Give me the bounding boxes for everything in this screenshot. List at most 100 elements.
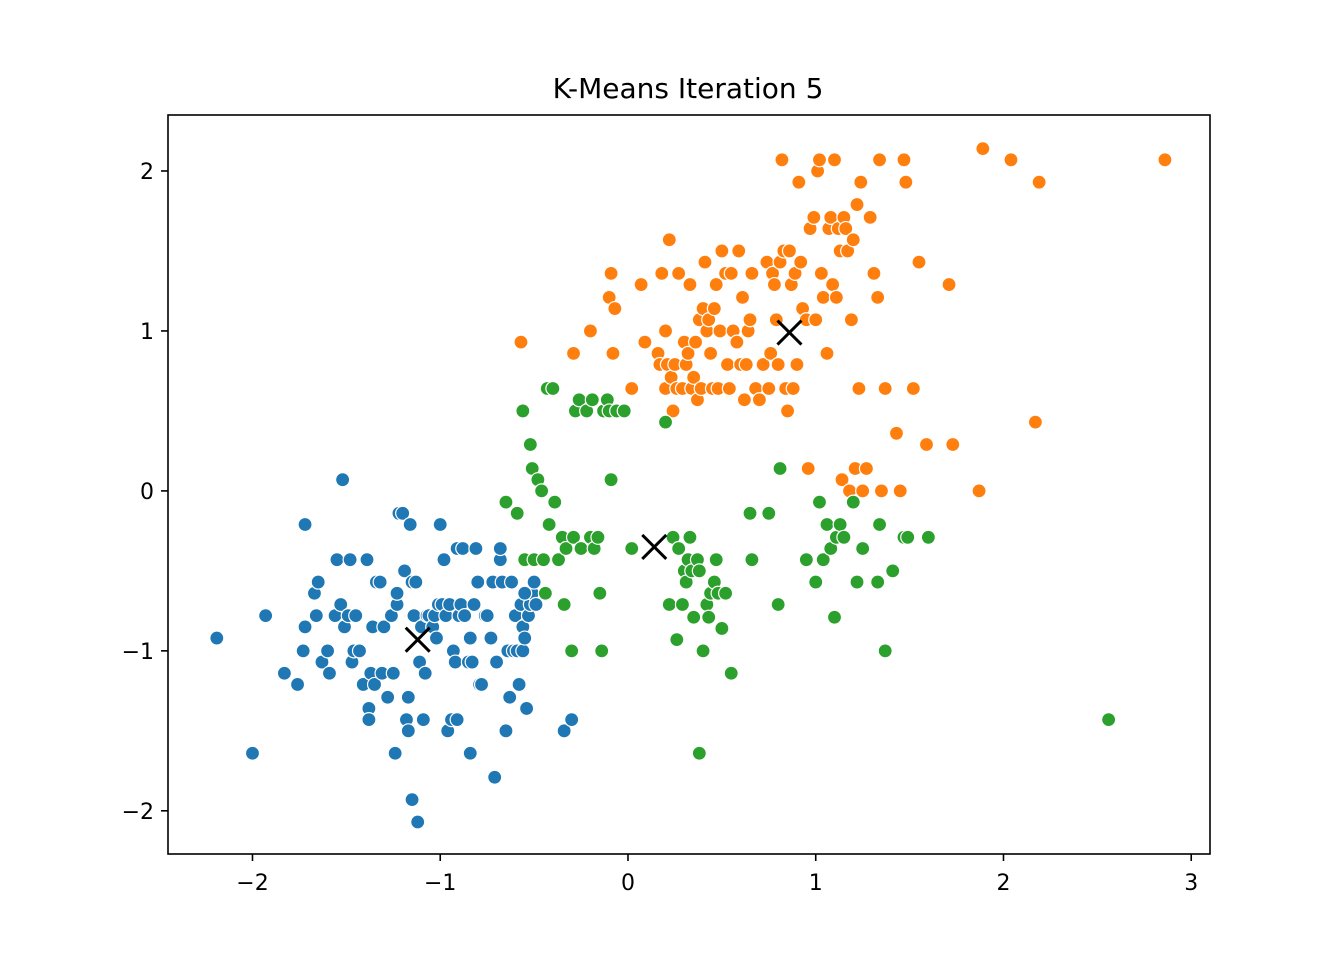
data-point-cluster-1 — [526, 574, 542, 590]
data-point-cluster-1 — [468, 540, 484, 557]
data-point-cluster-2 — [789, 356, 805, 373]
data-point-cluster-3 — [686, 609, 702, 625]
data-point-cluster-2 — [975, 140, 991, 157]
data-point-cluster-3 — [870, 574, 886, 590]
data-point-cluster-2 — [870, 289, 886, 305]
data-point-cluster-3 — [509, 505, 525, 521]
centroid-stroke — [641, 533, 668, 560]
data-point-cluster-3 — [920, 529, 936, 545]
data-point-cluster-2 — [898, 174, 914, 190]
centroid-marker-1 — [404, 626, 431, 653]
data-point-cluster-1 — [417, 665, 433, 681]
data-point-cluster-2 — [714, 243, 730, 259]
data-point-cluster-2 — [791, 174, 807, 190]
data-point-cluster-2 — [855, 483, 871, 499]
x-tick-label: −2 — [236, 871, 268, 896]
y-tick-label: 2 — [140, 160, 154, 185]
data-point-cluster-1 — [432, 516, 448, 533]
data-point-cluster-2 — [687, 334, 704, 350]
data-point-cluster-1 — [449, 712, 465, 728]
data-point-cluster-2 — [1157, 152, 1173, 168]
data-point-cluster-2 — [1003, 152, 1019, 168]
data-point-cluster-1 — [389, 585, 405, 601]
x-tick-label: 0 — [621, 871, 635, 896]
data-point-cluster-3 — [691, 563, 707, 579]
data-point-cluster-3 — [590, 529, 606, 545]
data-point-cluster-2 — [770, 356, 786, 373]
x-axis: −2 −1 0 1 2 3 — [236, 854, 1198, 896]
y-axis: −2 −1 0 1 2 — [122, 160, 168, 825]
data-point-cluster-2 — [654, 265, 670, 281]
data-point-cluster-2 — [849, 196, 865, 213]
data-point-cluster-2 — [729, 334, 745, 350]
data-point-cluster-3 — [657, 414, 674, 430]
data-point-cluster-1 — [415, 712, 431, 728]
data-point-cluster-1 — [295, 643, 311, 659]
data-point-cluster-2 — [637, 334, 653, 350]
data-point-cluster-1 — [492, 540, 508, 557]
data-point-cluster-2 — [806, 209, 822, 225]
data-point-cluster-3 — [808, 574, 824, 590]
data-point-cluster-3 — [772, 460, 788, 477]
data-point-cluster-3 — [573, 540, 589, 557]
data-point-cluster-1 — [395, 505, 411, 521]
data-point-cluster-2 — [1031, 174, 1047, 190]
data-point-cluster-3 — [819, 516, 835, 533]
points-layer — [209, 140, 1173, 830]
data-point-cluster-3 — [515, 403, 531, 419]
data-point-cluster-3 — [900, 529, 916, 545]
data-point-cluster-3 — [584, 392, 600, 408]
data-point-cluster-2 — [657, 323, 674, 339]
data-point-cluster-2 — [766, 276, 783, 293]
data-point-cluster-2 — [819, 345, 835, 361]
data-point-cluster-3 — [798, 552, 814, 568]
data-point-cluster-2 — [828, 289, 844, 305]
data-point-cluster-3 — [871, 516, 888, 533]
data-point-cluster-3 — [682, 529, 698, 545]
data-point-cluster-2 — [905, 380, 921, 397]
data-point-cluster-2 — [742, 312, 758, 328]
data-point-cluster-2 — [845, 232, 861, 248]
data-point-cluster-2 — [785, 380, 801, 397]
data-point-cluster-2 — [755, 356, 771, 373]
data-point-cluster-2 — [744, 265, 760, 281]
data-point-cluster-2 — [708, 276, 724, 293]
data-point-cluster-2 — [834, 472, 850, 488]
data-point-cluster-1 — [310, 574, 326, 590]
data-point-cluster-3 — [558, 540, 574, 557]
data-point-cluster-3 — [885, 563, 901, 579]
data-point-cluster-1 — [348, 608, 364, 624]
data-point-cluster-1 — [333, 596, 349, 613]
data-point-cluster-2 — [624, 380, 640, 397]
chart-title: K-Means Iteration 5 — [553, 72, 824, 105]
data-point-cluster-3 — [1101, 712, 1117, 728]
data-point-cluster-1 — [479, 608, 495, 624]
data-point-cluster-2 — [702, 345, 719, 361]
data-point-cluster-3 — [624, 540, 640, 557]
data-point-cluster-2 — [808, 312, 824, 328]
data-point-cluster-1 — [455, 540, 471, 557]
data-point-cluster-2 — [661, 232, 677, 248]
data-point-cluster-3 — [556, 596, 572, 613]
data-point-cluster-2 — [945, 436, 961, 453]
data-point-cluster-1 — [488, 654, 505, 670]
data-point-cluster-1 — [462, 745, 478, 761]
data-point-cluster-1 — [297, 619, 313, 635]
data-point-cluster-1 — [380, 689, 396, 705]
data-point-cluster-3 — [714, 620, 730, 637]
data-point-cluster-3 — [671, 540, 687, 557]
data-point-cluster-1 — [457, 608, 473, 624]
data-point-cluster-3 — [541, 516, 557, 533]
data-point-cluster-2 — [781, 243, 798, 259]
data-point-cluster-3 — [674, 596, 691, 613]
data-point-cluster-3 — [616, 403, 632, 419]
centroid-stroke — [776, 319, 803, 346]
y-tick-label: −2 — [122, 800, 154, 825]
data-point-cluster-2 — [719, 356, 736, 373]
data-point-cluster-2 — [892, 483, 908, 499]
data-point-cluster-3 — [565, 529, 582, 545]
data-point-cluster-3 — [826, 609, 843, 625]
data-point-cluster-2 — [1027, 414, 1043, 430]
data-point-cluster-2 — [774, 152, 790, 168]
